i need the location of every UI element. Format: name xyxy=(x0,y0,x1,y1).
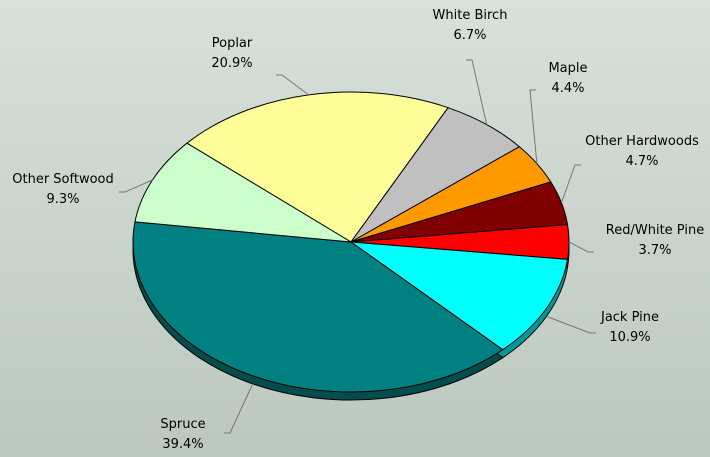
leader-line xyxy=(224,383,254,434)
slice-value: 6.7% xyxy=(453,28,486,43)
leader-line xyxy=(529,89,538,164)
pie-slice xyxy=(132,221,504,393)
pie-slice xyxy=(134,142,352,243)
slice-value: 39.4% xyxy=(162,437,203,452)
leader-line xyxy=(466,59,488,125)
leader-line xyxy=(119,179,153,193)
slice-label: Other Softwood xyxy=(12,172,114,187)
slice-value: 4.4% xyxy=(551,81,584,96)
slice-label: Poplar xyxy=(212,36,253,51)
labels: Poplar 20.9% White Birch 6.7% Maple 4.4% Other… xyxy=(12,8,704,452)
slice-value: 4.7% xyxy=(625,154,658,169)
slice-label: Spruce xyxy=(160,417,205,432)
slice-label: Jack Pine xyxy=(600,310,659,325)
slice-label: White Birch xyxy=(433,8,508,23)
pie-top xyxy=(132,91,570,393)
slice-label: Maple xyxy=(548,61,587,76)
slice-value: 9.3% xyxy=(46,192,79,207)
leader-line xyxy=(546,315,596,334)
slice-value: 3.7% xyxy=(638,243,671,258)
pie-slice xyxy=(349,241,569,351)
slice-label: Red/White Pine xyxy=(606,223,704,238)
slice-value: 10.9% xyxy=(609,330,650,345)
leader-line xyxy=(276,74,310,96)
leader-line xyxy=(560,164,581,203)
pie-slice xyxy=(186,91,449,243)
leader-line xyxy=(568,241,594,253)
slice-value: 20.9% xyxy=(211,56,252,71)
slice-label: Other Hardwoods xyxy=(585,134,699,149)
